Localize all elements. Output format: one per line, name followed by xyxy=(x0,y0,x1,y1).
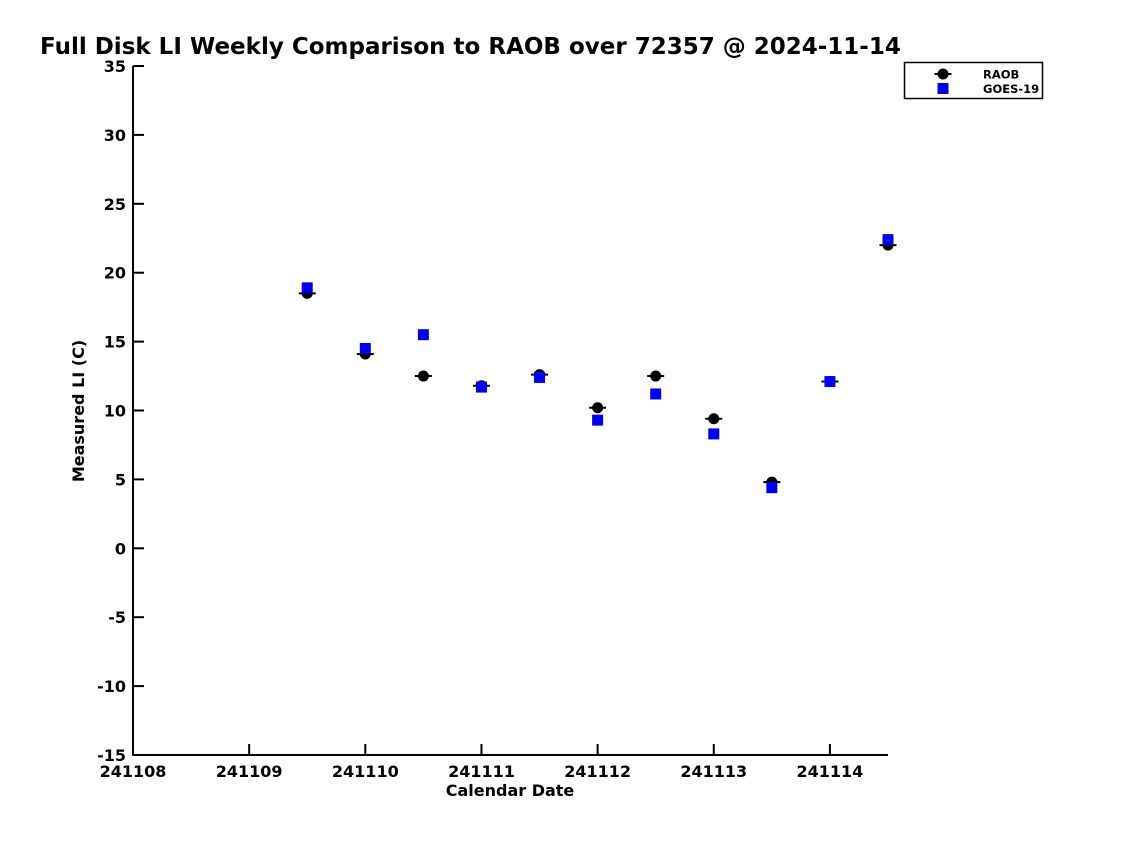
data-point-raob xyxy=(705,413,723,425)
data-point-goes-19 xyxy=(534,371,546,383)
data-point-goes-19 xyxy=(301,282,313,294)
x-tick-label: 241112 xyxy=(564,762,631,781)
square-marker-icon xyxy=(824,376,836,388)
x-tick-label: 241113 xyxy=(680,762,747,781)
legend-label-raob: RAOB xyxy=(983,68,1019,82)
square-marker-icon xyxy=(417,329,429,341)
chart-title: Full Disk LI Weekly Comparison to RAOB o… xyxy=(40,34,901,60)
y-axis-label: Measured LI (C) xyxy=(69,340,88,482)
data-point-goes-19 xyxy=(359,342,371,354)
data-point-goes-19 xyxy=(708,428,720,440)
circle-marker-icon xyxy=(417,370,429,382)
y-tick-label: 20 xyxy=(104,264,126,283)
x-tick-label: 241114 xyxy=(797,762,864,781)
legend-marker-raob xyxy=(934,68,952,80)
square-marker-icon xyxy=(650,388,662,400)
y-tick-label: 35 xyxy=(104,57,126,76)
y-tick-label: 25 xyxy=(104,195,126,214)
data-point-goes-19 xyxy=(592,414,604,426)
square-marker-icon xyxy=(766,482,778,494)
square-marker-icon xyxy=(592,414,604,426)
circle-marker-icon xyxy=(708,413,720,425)
legend-label-goes-19: GOES-19 xyxy=(983,82,1039,96)
square-marker-icon xyxy=(475,381,487,393)
square-marker-icon xyxy=(301,282,313,294)
y-tick-label: -10 xyxy=(97,677,126,696)
data-point-goes-19 xyxy=(417,329,429,341)
data-point-raob xyxy=(414,370,432,382)
square-marker-icon xyxy=(534,371,546,383)
circle-marker-icon xyxy=(650,370,662,382)
data-point-goes-19 xyxy=(475,381,487,393)
y-tick-label: 15 xyxy=(104,333,126,352)
y-tick-label: 10 xyxy=(104,402,126,421)
square-marker-icon xyxy=(882,234,894,246)
data-point-raob xyxy=(647,370,665,382)
data-point-goes-19 xyxy=(882,234,894,246)
y-tick-label: -15 xyxy=(97,746,126,765)
data-point-goes-19 xyxy=(824,376,836,388)
x-axis-label: Calendar Date xyxy=(446,781,575,800)
circle-marker-icon xyxy=(937,68,949,80)
circle-marker-icon xyxy=(592,402,604,414)
legend-box xyxy=(903,61,1044,100)
x-tick-label: 241108 xyxy=(100,762,167,781)
square-marker-icon xyxy=(359,342,371,354)
y-tick-label: 30 xyxy=(104,126,126,145)
y-tick-label: 0 xyxy=(115,539,126,558)
x-tick-label: 241109 xyxy=(216,762,283,781)
data-point-goes-19 xyxy=(650,388,662,400)
square-marker-icon xyxy=(708,428,720,440)
y-tick-label: -5 xyxy=(108,608,126,627)
square-marker-icon xyxy=(937,83,949,94)
x-tick-label: 241110 xyxy=(332,762,399,781)
y-tick-label: 5 xyxy=(115,470,126,489)
legend-marker-goes-19 xyxy=(937,83,949,94)
data-points xyxy=(298,234,897,494)
x-tick-label: 241111 xyxy=(448,762,515,781)
data-point-goes-19 xyxy=(766,482,778,494)
data-point-raob xyxy=(589,402,607,414)
